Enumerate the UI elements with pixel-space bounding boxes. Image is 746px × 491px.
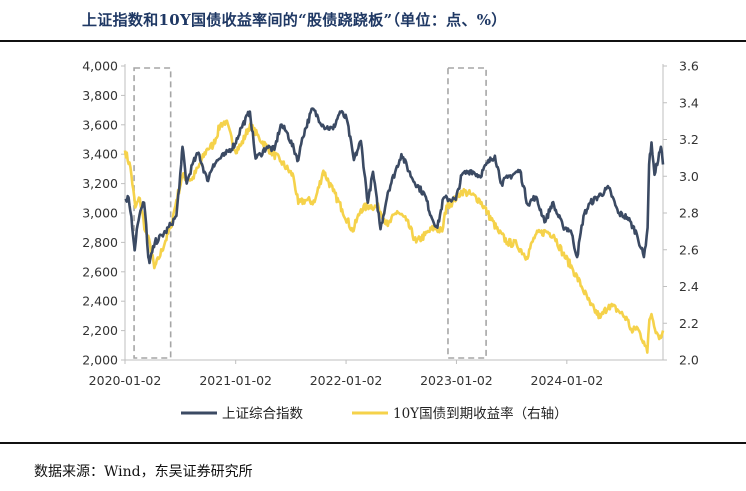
x-tick-label: 2021-01-02 xyxy=(199,373,272,388)
legend-item-10y-yield-label: 10Y国债到期收益率（右轴） xyxy=(393,405,568,422)
x-tick-label: 2023-01-02 xyxy=(420,373,493,388)
x-tick-label: 2020-01-02 xyxy=(89,373,162,388)
series-line-shanghai-index xyxy=(124,107,665,265)
right-tick-label: 2.4 xyxy=(679,279,699,294)
legend: 上证综合指数 10Y国债到期收益率（右轴） xyxy=(181,405,568,422)
series-line-10y-yield xyxy=(123,119,665,354)
source-note: 数据来源：Wind，东吴证券研究所 xyxy=(34,464,253,480)
dual-axis-line-chart: 2,000 2,200 2,400 2,600 2,800 3,000 3,200 3,400… xyxy=(82,59,699,423)
right-tick-label: 2.8 xyxy=(679,206,699,221)
chart-title: 上证指数和10Y国债收益率间的“股债跷跷板”（单位：点、%） xyxy=(82,11,507,29)
left-tick-label: 3,600 xyxy=(82,117,118,132)
left-tick-label: 2,200 xyxy=(82,323,118,338)
right-tick-label: 3.6 xyxy=(679,59,699,74)
right-tick-label: 3.2 xyxy=(679,132,699,147)
x-tick-label: 2022-01-02 xyxy=(310,373,383,388)
right-tick-label: 3.0 xyxy=(679,169,699,184)
right-tick-label: 3.4 xyxy=(679,95,699,110)
legend-item-shanghai-index-label: 上证综合指数 xyxy=(222,406,303,422)
right-y-axis: 2.0 2.2 2.4 2.6 2.8 3.0 3.2 3.4 3.6 xyxy=(662,59,699,368)
top-rule xyxy=(0,40,746,42)
series-lines xyxy=(123,107,665,354)
highlight-box-1 xyxy=(133,67,172,359)
left-y-axis: 2,000 2,200 2,400 2,600 2,800 3,000 3,200 3,400… xyxy=(82,59,126,368)
left-tick-label: 2,800 xyxy=(82,235,118,250)
left-tick-label: 2,000 xyxy=(82,353,118,368)
left-tick-label: 2,400 xyxy=(82,294,118,309)
left-tick-label: 3,200 xyxy=(82,176,118,191)
left-tick-label: 2,600 xyxy=(82,264,118,279)
highlight-box-2 xyxy=(447,67,487,359)
right-tick-label: 2.0 xyxy=(679,353,699,368)
right-tick-label: 2.2 xyxy=(679,316,699,331)
left-tick-label: 4,000 xyxy=(82,59,118,74)
x-axis: 2020-01-02 2021-01-02 2022-01-02 2023-01-02… xyxy=(89,359,663,388)
right-tick-label: 2.6 xyxy=(679,242,699,257)
left-tick-label: 3,800 xyxy=(82,88,118,103)
bottom-rule xyxy=(0,442,746,444)
x-tick-label: 2024-01-02 xyxy=(531,373,604,388)
left-tick-label: 3,000 xyxy=(82,206,118,221)
left-tick-label: 3,400 xyxy=(82,147,118,162)
